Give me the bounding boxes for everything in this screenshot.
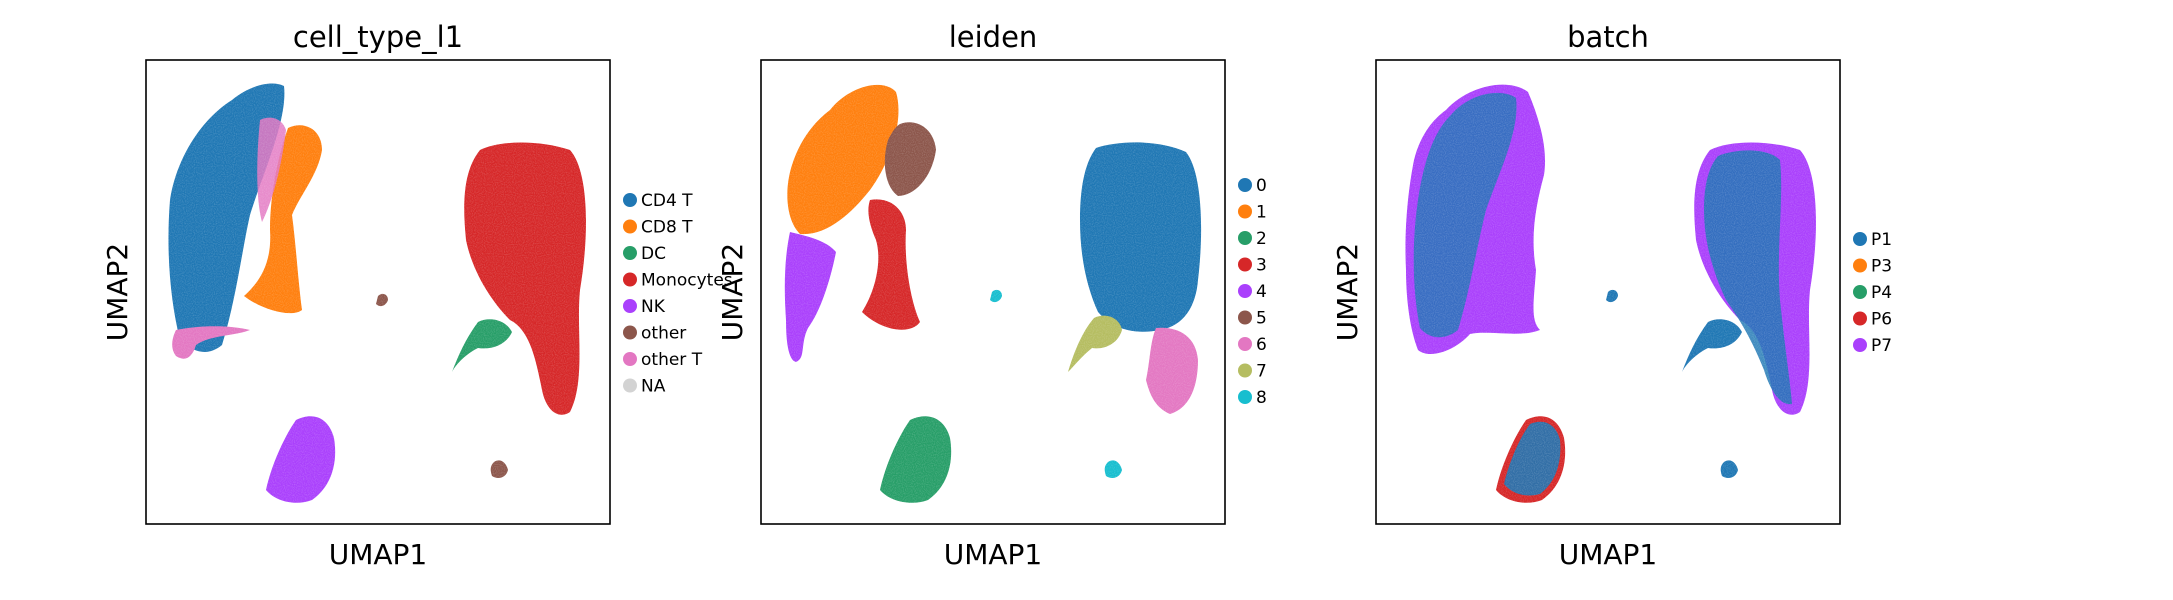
panel-leiden: leiden UMAP1 UMAP2 0 1 2 3 4 5 6 7 8 [716,20,1267,571]
legend-marker [1238,204,1252,219]
legend-item: 0 [1238,176,1267,196]
legend-label: P4 [1871,283,1892,303]
legend-marker [1238,310,1252,325]
legend-item: 1 [1238,203,1267,223]
legend-label: P6 [1871,310,1892,330]
legend-marker [1853,338,1867,352]
legend-item: P6 [1853,310,1892,330]
legend-label: 2 [1256,229,1267,249]
legend-item: CD4 T [623,191,693,211]
legend-item: 7 [1238,362,1267,382]
panel-title: cell_type_l1 [293,20,463,54]
legend-label: DC [641,244,666,264]
x-axis-label: UMAP1 [944,538,1043,571]
legend-item: other T [623,350,703,370]
legend-marker [1238,231,1252,245]
legend-item: CD8 T [623,218,693,238]
legend-marker [623,325,637,340]
legend-marker [623,193,637,207]
legend-label: P3 [1871,257,1892,277]
legend-marker [623,352,637,366]
scatter-points [1376,60,1840,524]
legend-marker [1238,284,1252,298]
legend-label: 3 [1256,256,1267,276]
legend-item: P1 [1853,230,1892,250]
legend: CD4 T CD8 T DC Monocytes NK other other T NA [623,191,733,397]
legend-label: other T [641,350,703,370]
legend-marker [1853,258,1867,273]
legend-label: CD4 T [641,191,693,211]
panel-cell-type-l1: cell_type_l1 UMAP1 UMAP2 CD4 T CD8 T DC Mon… [101,20,733,571]
legend-item: NK [623,297,666,317]
legend-item: 8 [1238,388,1267,408]
legend-marker [623,219,637,234]
legend-label: Monocytes [641,271,733,291]
legend-label: 6 [1256,335,1267,355]
x-axis-label: UMAP1 [329,538,428,571]
legend-item: Monocytes [623,271,733,291]
legend-item: other [623,324,686,344]
legend-marker [1238,337,1252,351]
panel-title: leiden [949,20,1038,54]
legend-item: DC [623,244,666,264]
legend-marker [623,272,637,287]
plot-frame [145,59,611,525]
legend-item: 4 [1238,282,1267,302]
legend-marker [1238,363,1252,378]
legend-label: 4 [1256,282,1267,302]
legend-marker [1238,390,1252,404]
legend-marker [623,246,637,260]
legend-marker [1853,232,1867,246]
legend-label: 5 [1256,309,1267,329]
y-axis-label: UMAP2 [101,243,134,342]
legend-marker [1853,311,1867,326]
legend-label: NK [641,297,666,317]
legend: P1 P3 P4 P6 P7 [1853,230,1892,356]
legend-label: 1 [1256,203,1267,223]
legend-label: 7 [1256,362,1267,382]
legend-label: other [641,324,686,344]
legend-item: NA [623,377,666,397]
legend-marker [623,299,637,313]
legend-label: CD8 T [641,218,693,238]
scatter-points [761,60,1225,524]
legend-marker [1853,285,1867,299]
scatter-points [146,60,610,524]
panel-batch: batch UMAP1 UMAP2 P1 P3 P4 P6 P7 [1331,20,1892,571]
plot-frame [760,59,1226,525]
legend-marker [1238,257,1252,272]
x-axis-label: UMAP1 [1559,538,1658,571]
legend-item: 6 [1238,335,1267,355]
legend-item: 5 [1238,309,1267,329]
legend-marker [1238,178,1252,192]
panel-title: batch [1567,20,1649,54]
legend-marker [623,378,637,393]
legend-label: P1 [1871,230,1892,250]
plot-frame [1375,59,1841,525]
legend-label: NA [641,377,666,397]
legend-label: 0 [1256,176,1267,196]
legend-label: 8 [1256,388,1267,408]
legend-item: P4 [1853,283,1892,303]
y-axis-label: UMAP2 [1331,243,1364,342]
legend-label: P7 [1871,336,1892,356]
legend-item: 3 [1238,256,1267,276]
legend-item: 2 [1238,229,1267,249]
legend: 0 1 2 3 4 5 6 7 8 [1238,176,1267,408]
legend-item: P7 [1853,336,1892,356]
legend-item: P3 [1853,257,1892,277]
y-axis-label: UMAP2 [716,243,749,342]
